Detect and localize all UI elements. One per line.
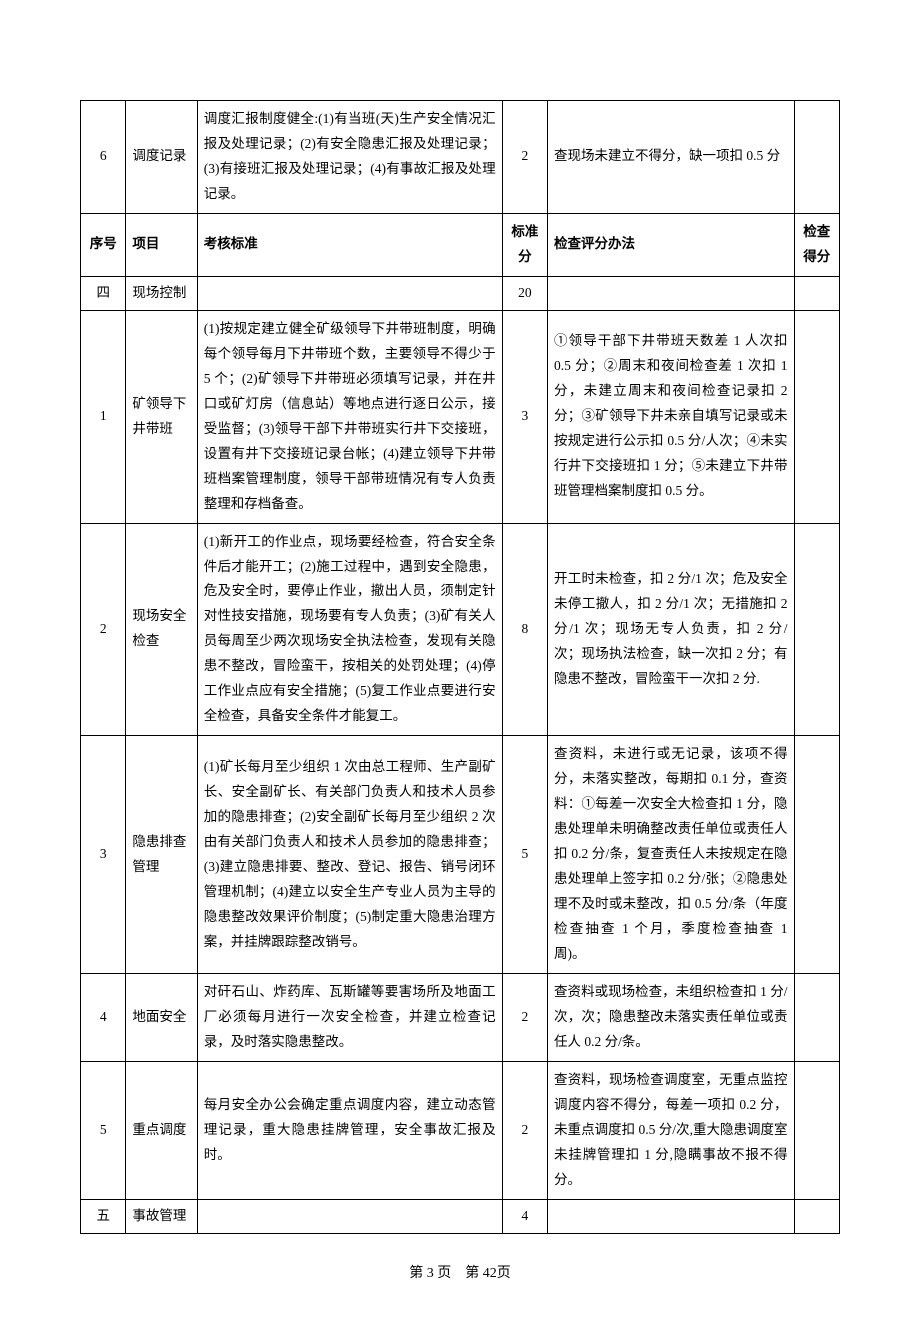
header-result: 检查得分 — [794, 213, 839, 276]
table-section-row: 四 现场控制 20 — [81, 276, 840, 310]
cell-seq: 五 — [81, 1199, 126, 1233]
cell-item: 隐患排查管理 — [126, 736, 197, 974]
cell-item: 调度记录 — [126, 101, 197, 214]
cell-item: 现场安全检查 — [126, 523, 197, 736]
header-method: 检查评分办法 — [548, 213, 795, 276]
cell-method: 开工时未检查，扣 2 分/1 次；危及安全未停工撤人，扣 2 分/1 次；无措施… — [548, 523, 795, 736]
cell-score: 2 — [502, 974, 547, 1062]
cell-method: 查资料，未进行或无记录，该项不得分，未落实整改，每期扣 0.1 分，查资料：①每… — [548, 736, 795, 974]
cell-method: 查资料或现场检查，未组织检查扣 1 分/次，次；隐患整改未落实责任单位或责任人 … — [548, 974, 795, 1062]
cell-method: 查资料，现场检查调度室，无重点监控调度内容不得分，每差一项扣 0.2 分，未重点… — [548, 1061, 795, 1199]
header-standard: 考核标准 — [197, 213, 502, 276]
cell-standard: 每月安全办公会确定重点调度内容，建立动态管理记录，重大隐患挂牌管理，安全事故汇报… — [197, 1061, 502, 1199]
cell-score: 5 — [502, 736, 547, 974]
cell-seq: 四 — [81, 276, 126, 310]
cell-score: 4 — [502, 1199, 547, 1233]
cell-score: 20 — [502, 276, 547, 310]
cell-standard: 调度汇报制度健全:(1)有当班(天)生产安全情况汇报及处理记录；(2)有安全隐患… — [197, 101, 502, 214]
cell-result — [794, 101, 839, 214]
table-row: 5 重点调度 每月安全办公会确定重点调度内容，建立动态管理记录，重大隐患挂牌管理… — [81, 1061, 840, 1199]
header-score: 标准分 — [502, 213, 547, 276]
table-section-row: 五 事故管理 4 — [81, 1199, 840, 1233]
cell-standard — [197, 276, 502, 310]
table-row: 6 调度记录 调度汇报制度健全:(1)有当班(天)生产安全情况汇报及处理记录；(… — [81, 101, 840, 214]
cell-score: 3 — [502, 310, 547, 523]
table-header-row: 序号 项目 考核标准 标准分 检查评分办法 检查得分 — [81, 213, 840, 276]
table-row: 2 现场安全检查 (1)新开工的作业点，现场要经检查，符合安全条件后才能开工；(… — [81, 523, 840, 736]
cell-result — [794, 523, 839, 736]
table-row: 4 地面安全 对矸石山、炸药库、瓦斯罐等要害场所及地面工厂必须每月进行一次安全检… — [81, 974, 840, 1062]
cell-result — [794, 310, 839, 523]
header-item: 项目 — [126, 213, 197, 276]
cell-result — [794, 1061, 839, 1199]
cell-method: ①领导干部下井带班天数差 1 人次扣 0.5 分；②周末和夜间检查差 1 次扣 … — [548, 310, 795, 523]
cell-result — [794, 736, 839, 974]
cell-item: 事故管理 — [126, 1199, 197, 1233]
cell-standard: (1)矿长每月至少组织 1 次由总工程师、生产副矿长、安全副矿长、有关部门负责人… — [197, 736, 502, 974]
cell-seq: 1 — [81, 310, 126, 523]
cell-seq: 3 — [81, 736, 126, 974]
table-row: 3 隐患排查管理 (1)矿长每月至少组织 1 次由总工程师、生产副矿长、安全副矿… — [81, 736, 840, 974]
cell-seq: 4 — [81, 974, 126, 1062]
cell-seq: 2 — [81, 523, 126, 736]
cell-seq: 6 — [81, 101, 126, 214]
assessment-table: 6 调度记录 调度汇报制度健全:(1)有当班(天)生产安全情况汇报及处理记录；(… — [80, 100, 840, 1234]
cell-score: 2 — [502, 101, 547, 214]
cell-item: 矿领导下井带班 — [126, 310, 197, 523]
cell-item: 地面安全 — [126, 974, 197, 1062]
cell-item: 现场控制 — [126, 276, 197, 310]
page-footer: 第 3 页 第 42页 — [80, 1262, 840, 1282]
cell-score: 2 — [502, 1061, 547, 1199]
cell-seq: 5 — [81, 1061, 126, 1199]
cell-standard: 对矸石山、炸药库、瓦斯罐等要害场所及地面工厂必须每月进行一次安全检查，并建立检查… — [197, 974, 502, 1062]
document-page: 6 调度记录 调度汇报制度健全:(1)有当班(天)生产安全情况汇报及处理记录；(… — [0, 0, 920, 1322]
cell-method — [548, 276, 795, 310]
table-row: 1 矿领导下井带班 (1)按规定建立健全矿级领导下井带班制度，明确每个领导每月下… — [81, 310, 840, 523]
cell-standard: (1)新开工的作业点，现场要经检查，符合安全条件后才能开工；(2)施工过程中，遇… — [197, 523, 502, 736]
cell-result — [794, 276, 839, 310]
cell-score: 8 — [502, 523, 547, 736]
cell-method — [548, 1199, 795, 1233]
header-seq: 序号 — [81, 213, 126, 276]
cell-result — [794, 974, 839, 1062]
cell-item: 重点调度 — [126, 1061, 197, 1199]
cell-standard: (1)按规定建立健全矿级领导下井带班制度，明确每个领导每月下井带班个数，主要领导… — [197, 310, 502, 523]
cell-standard — [197, 1199, 502, 1233]
cell-method: 查现场未建立不得分，缺一项扣 0.5 分 — [548, 101, 795, 214]
cell-result — [794, 1199, 839, 1233]
